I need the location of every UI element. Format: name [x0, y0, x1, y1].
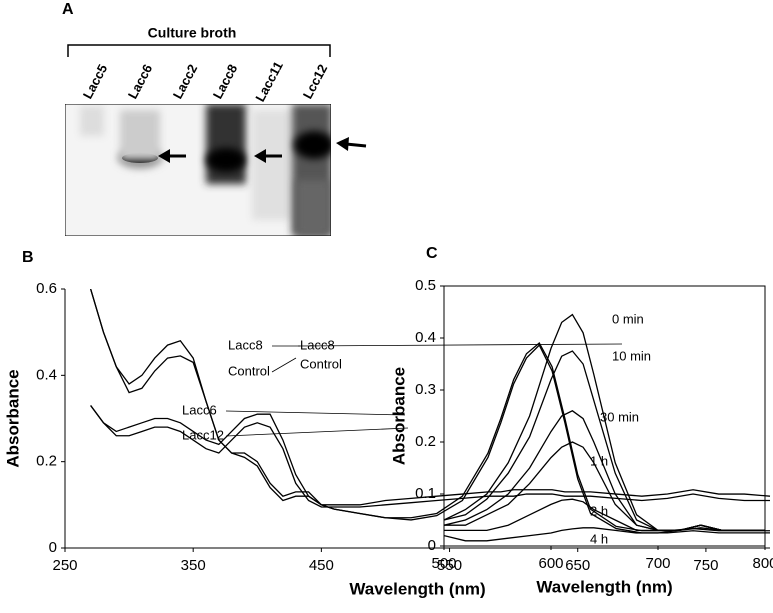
- x-tick-label: 600: [538, 555, 563, 572]
- lane-label: Lacc6: [125, 62, 156, 102]
- leader-line: [225, 410, 406, 416]
- series-label: 1 h: [590, 453, 608, 468]
- leader-line: [271, 357, 297, 373]
- line-series: [444, 498, 765, 532]
- plot-lines: [444, 313, 765, 542]
- leader-line: [297, 343, 623, 347]
- series-label: 0 min: [612, 311, 644, 326]
- y-tick-label: 0.4: [36, 366, 57, 383]
- lane-label: Lacc11: [252, 59, 286, 104]
- panel-label: C: [426, 245, 438, 262]
- x-tick-label: 500: [431, 555, 456, 572]
- series-label: Control: [228, 363, 270, 378]
- x-tick-label: 700: [645, 555, 670, 572]
- x-axis-title: Wavelength (nm): [536, 577, 672, 596]
- x-tick-label: 350: [181, 557, 206, 574]
- y-tick-label: 0.2: [415, 433, 436, 450]
- y-tick-label: 0: [428, 537, 436, 554]
- y-tick-label: 0.1: [415, 485, 436, 502]
- x-tick-label: 800: [752, 555, 773, 572]
- series-label: 30 min: [600, 409, 639, 424]
- x-tick-label: 650: [565, 557, 590, 574]
- x-tick-label: 550: [437, 557, 462, 574]
- y-axis-title: Absorbance: [3, 369, 22, 467]
- lane-label: Lacc5: [80, 62, 111, 102]
- y-tick-label: 0.2: [36, 453, 57, 470]
- plot-lines: [90, 289, 771, 534]
- line-series: [444, 527, 765, 542]
- series-label: 10 min: [612, 348, 651, 363]
- leader-line: [225, 427, 409, 437]
- y-axis-title: Absorbance: [389, 367, 408, 465]
- lane-label: Lacc2: [170, 62, 201, 102]
- gel-image: [65, 104, 331, 236]
- plot-frame: [443, 285, 766, 547]
- series-label: Lacc8: [228, 337, 263, 352]
- y-tick-label: 0: [49, 539, 57, 556]
- x-tick-label: 750: [693, 557, 718, 574]
- y-tick-label: 0.4: [415, 329, 436, 346]
- gel-title: Culture broth: [148, 25, 237, 41]
- x-tick-label: 450: [309, 557, 334, 574]
- y-tick-label: 0.5: [415, 277, 436, 294]
- line-series: [90, 405, 770, 508]
- line-series: [90, 289, 770, 534]
- y-tick-label: 0.3: [415, 381, 436, 398]
- y-tick-label: 0.6: [36, 280, 57, 297]
- x-tick-label: 250: [52, 557, 77, 574]
- bracket: [67, 44, 331, 57]
- lane-label: Lcc12: [300, 62, 331, 102]
- x-axis-title: Wavelength (nm): [349, 579, 485, 598]
- arrows: [158, 137, 367, 163]
- annotation: Lacc8: [300, 337, 335, 352]
- line-series: [90, 405, 771, 506]
- series-label: 2 h: [590, 503, 608, 518]
- panel-label: B: [22, 249, 34, 266]
- series-label: Lacc6: [182, 402, 217, 417]
- annotation: Control: [300, 356, 342, 371]
- series-label: Lacc12: [182, 427, 224, 442]
- lane-label: Lacc8: [210, 62, 241, 102]
- series-label: 4 h: [590, 531, 608, 546]
- panel-label: A: [62, 1, 74, 18]
